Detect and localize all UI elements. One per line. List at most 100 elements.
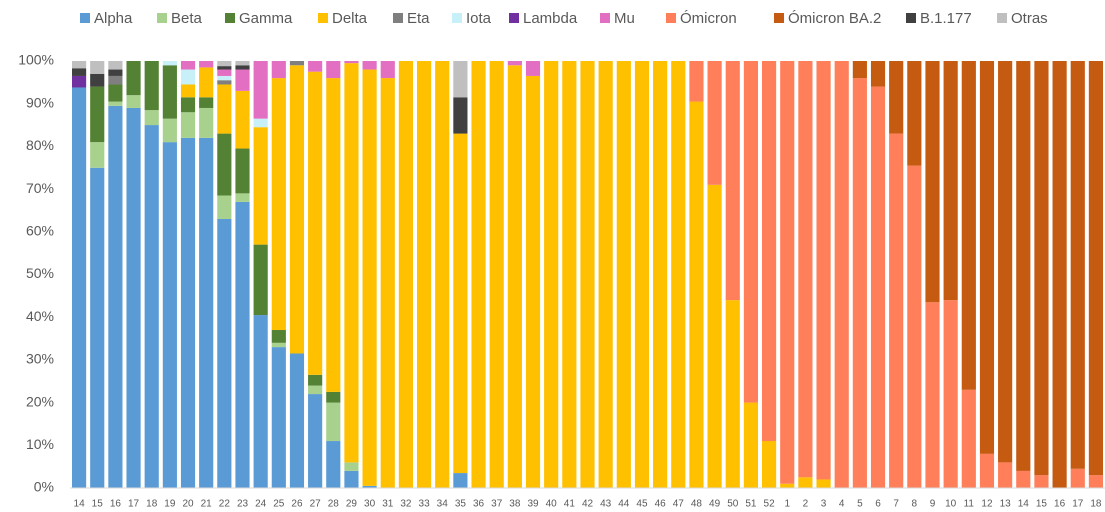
x-tick-label: 52 [764, 499, 776, 510]
bar-segment [308, 394, 323, 488]
bar-segment [525, 61, 541, 76]
bar-segment [235, 90, 250, 149]
bar-segment [71, 61, 87, 69]
bar-segment [852, 78, 867, 488]
bar-segment [453, 133, 468, 474]
bar-segment [180, 97, 196, 113]
bar-segment [235, 148, 250, 194]
bar-segment [217, 75, 232, 81]
bar-segment [344, 462, 359, 471]
x-tick-label: 5 [857, 499, 863, 510]
bar-segment [289, 61, 305, 66]
bar-segment [870, 61, 886, 87]
bar-segment [308, 374, 323, 386]
x-tick-label: 45 [636, 499, 648, 510]
bar-segment [162, 118, 177, 143]
x-tick-label: 41 [564, 499, 576, 510]
x-tick-label: 12 [981, 499, 993, 510]
x-tick-label: 2 [803, 499, 809, 510]
y-tick-label: 40% [26, 308, 54, 324]
bar-segment [217, 69, 232, 76]
bar-segment [780, 61, 795, 484]
x-tick-label: 13 [1000, 499, 1012, 510]
legend-label: Lambda [523, 10, 578, 27]
bar-segment [217, 84, 232, 134]
bar-segment [144, 110, 159, 126]
x-tick-label: 50 [727, 499, 739, 510]
x-tick-label: 27 [310, 499, 322, 510]
bar-segment [108, 61, 123, 70]
bar-segment [217, 133, 232, 196]
bar-segment [108, 75, 123, 85]
bar-segment [979, 453, 995, 488]
y-tick-label: 10% [26, 436, 54, 452]
bar-segment [707, 61, 722, 185]
bar-segment [90, 167, 105, 488]
x-tick-label: 34 [437, 499, 449, 510]
bar-segment [71, 68, 87, 76]
bar-segment [71, 75, 87, 88]
legend-swatch [225, 13, 235, 23]
bar-segment [162, 61, 177, 66]
bar-segment [180, 84, 196, 98]
bar-segment [1052, 61, 1067, 488]
bar-segment [834, 61, 849, 488]
x-tick-label: 46 [655, 499, 667, 510]
bar-segment [743, 402, 759, 488]
bar-segment [253, 127, 268, 245]
bar-segment [634, 61, 650, 488]
bar-segment [235, 193, 250, 202]
y-tick-label: 20% [26, 393, 54, 409]
legend-label: Iota [466, 10, 492, 27]
bar-segment [235, 201, 250, 488]
bar-segment [289, 65, 305, 354]
bar-segment [344, 63, 359, 463]
bar-segment [671, 61, 686, 488]
bar-segment [217, 218, 232, 489]
legend-label: Gamma [239, 10, 293, 27]
legend-label: Otras [1011, 10, 1048, 27]
x-tick-label: 9 [930, 499, 936, 510]
bar-segment [180, 69, 196, 85]
bar-segment [798, 61, 813, 478]
y-tick-label: 50% [26, 265, 54, 281]
bar-segment [90, 142, 105, 168]
x-tick-label: 17 [128, 499, 140, 510]
x-tick-label: 21 [201, 499, 213, 510]
bar-segment [889, 133, 904, 488]
legend-swatch [997, 13, 1007, 23]
bar-segment [271, 330, 286, 343]
bar-segment [253, 315, 268, 488]
x-tick-label: 22 [219, 499, 231, 510]
bar-segment [525, 75, 541, 488]
bar-segment [235, 61, 250, 66]
bar-segment [217, 195, 232, 219]
bar-segment [108, 69, 123, 76]
bar-segment [816, 61, 831, 480]
x-tick-label: 18 [146, 499, 158, 510]
bar-segment [852, 61, 867, 79]
bar-segment [435, 61, 450, 488]
bar-segment [253, 118, 268, 128]
bar-segment [725, 300, 740, 488]
x-tick-label: 15 [92, 499, 104, 510]
legend-swatch [80, 13, 90, 23]
x-tick-label: 8 [912, 499, 918, 510]
x-tick-label: 14 [74, 499, 86, 510]
x-tick-label: 4 [839, 499, 845, 510]
bar-segment [907, 165, 922, 489]
bar-segment [1088, 61, 1104, 476]
bar-segment [889, 61, 904, 134]
bar-segment [653, 61, 668, 488]
x-tick-label: 18 [1090, 499, 1102, 510]
bar-segment [907, 61, 922, 166]
x-tick-label: 32 [400, 499, 412, 510]
y-tick-label: 0% [34, 479, 54, 495]
x-tick-label: 51 [745, 499, 757, 510]
bar-segment [126, 107, 141, 488]
x-tick-label: 29 [346, 499, 358, 510]
x-tick-label: 33 [419, 499, 431, 510]
bar-segment [453, 97, 468, 134]
y-tick-label: 60% [26, 223, 54, 239]
